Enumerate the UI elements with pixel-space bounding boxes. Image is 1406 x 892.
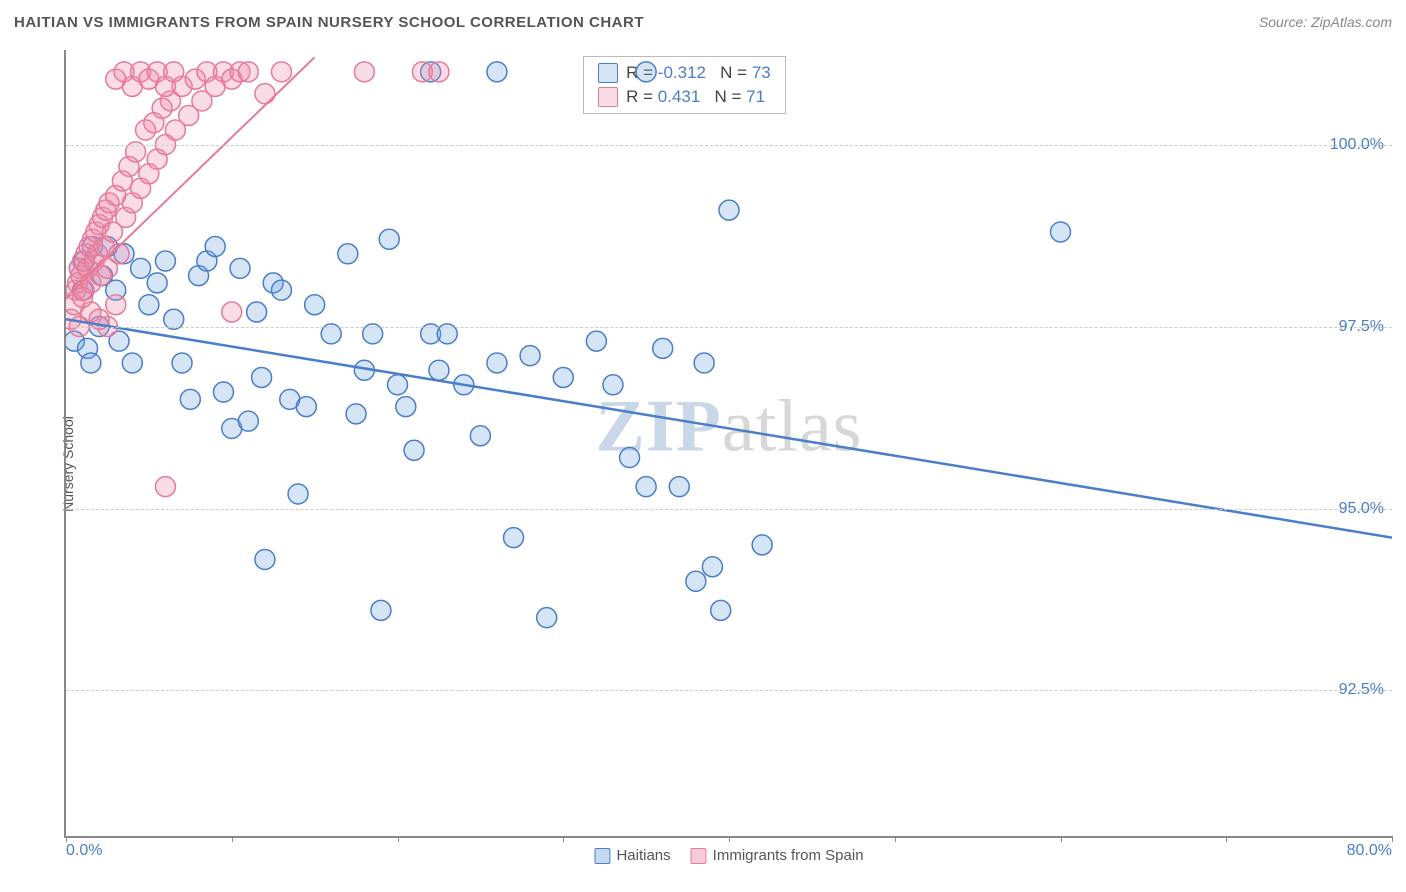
x-tick-mark [563, 836, 564, 842]
chart-title: HAITIAN VS IMMIGRANTS FROM SPAIN NURSERY… [14, 14, 644, 31]
x-tick-mark [1392, 836, 1393, 842]
legend-label: Immigrants from Spain [713, 847, 864, 864]
x-tick-mark [66, 836, 67, 842]
stats-text-spain: R = 0.431 N = 71 [626, 87, 765, 107]
source-attribution: Source: ZipAtlas.com [1259, 14, 1392, 30]
y-tick-label: 95.0% [1339, 500, 1384, 518]
bottom-legend: Haitians Immigrants from Spain [594, 847, 863, 864]
x-tick-mark [398, 836, 399, 842]
x-tick-mark [1061, 836, 1062, 842]
plot-wrapper: Nursery School ZIPatlas R = -0.312 N = 7… [14, 50, 1392, 878]
stats-row-spain: R = 0.431 N = 71 [598, 87, 771, 107]
gridline-h [66, 690, 1392, 691]
legend-item: Haitians [594, 847, 670, 864]
watermark-zip: ZIP [596, 386, 722, 468]
legend-label: Haitians [616, 847, 670, 864]
stats-row-haitians: R = -0.312 N = 73 [598, 63, 771, 83]
x-tick-mark [232, 836, 233, 842]
y-tick-label: 97.5% [1339, 318, 1384, 336]
legend-swatch-spain [598, 87, 618, 107]
legend-swatch [594, 848, 610, 864]
x-axis-min-label: 0.0% [66, 842, 102, 860]
y-tick-label: 100.0% [1330, 136, 1384, 154]
watermark: ZIPatlas [596, 385, 863, 470]
x-axis-max-label: 80.0% [1347, 842, 1392, 860]
x-tick-mark [895, 836, 896, 842]
x-tick-mark [1226, 836, 1227, 842]
legend-item: Immigrants from Spain [691, 847, 864, 864]
y-tick-label: 92.5% [1339, 681, 1384, 699]
data-layer-svg [66, 50, 1392, 836]
gridline-h [66, 327, 1392, 328]
x-tick-mark [729, 836, 730, 842]
gridline-h [66, 509, 1392, 510]
stats-text-haitians: R = -0.312 N = 73 [626, 63, 771, 83]
scatter-plot-area: ZIPatlas R = -0.312 N = 73 R = 0.431 N =… [64, 50, 1392, 838]
gridline-h [66, 145, 1392, 146]
legend-swatch [691, 848, 707, 864]
correlation-stats-box: R = -0.312 N = 73 R = 0.431 N = 71 [583, 56, 786, 114]
watermark-atlas: atlas [722, 386, 863, 468]
legend-swatch-haitians [598, 63, 618, 83]
